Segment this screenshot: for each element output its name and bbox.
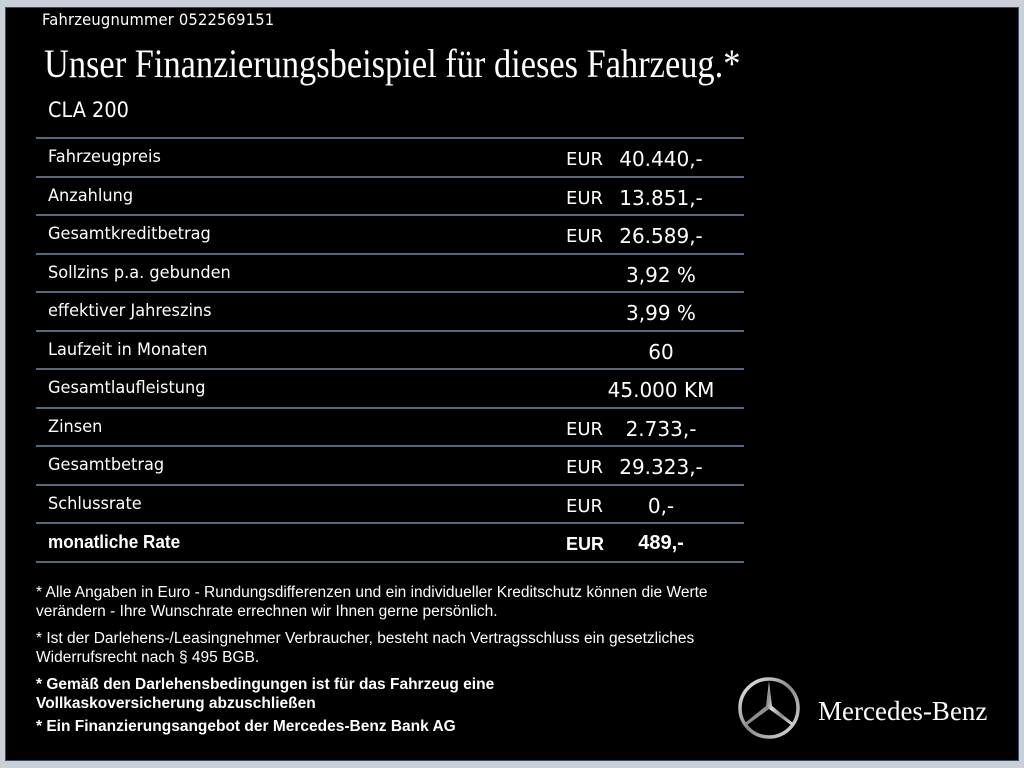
financing-table: Fahrzeugpreis EUR 40.440,- Anzahlung EUR 13.… bbox=[36, 137, 744, 563]
row-value: 2.733,- bbox=[625, 416, 697, 441]
row-currency: EUR bbox=[566, 418, 604, 440]
table-row: effektiver Jahreszins 3,99 % bbox=[36, 291, 744, 330]
table-row: Anzahlung EUR 13.851,- bbox=[36, 175, 744, 215]
row-value: 40.440,- bbox=[619, 147, 703, 171]
row-label: Schlussrate bbox=[48, 493, 142, 514]
row-value: 489,- bbox=[638, 532, 684, 554]
row-label: Zinsen bbox=[48, 416, 103, 437]
financing-panel bbox=[5, 7, 1019, 761]
row-value: 26.589,- bbox=[619, 224, 703, 248]
mercedes-star-logo bbox=[738, 677, 800, 739]
row-label: effektiver Jahreszins bbox=[48, 301, 212, 321]
row-currency: EUR bbox=[566, 534, 605, 554]
footnote: * Ein Finanzierungsangebot der Mercedes-… bbox=[36, 718, 456, 735]
table-row-monthly-rate: monatliche Rate EUR 489,- bbox=[36, 522, 744, 563]
row-value: 3,92 % bbox=[626, 262, 696, 287]
table-row: Schlussrate EUR 0,- bbox=[36, 483, 744, 523]
row-value: 45.000 KM bbox=[607, 378, 715, 402]
row-currency: EUR bbox=[566, 457, 604, 478]
row-value: 13.851,- bbox=[619, 185, 703, 210]
footnote: * Alle Angaben in Euro - Rundungsdiffere… bbox=[36, 584, 708, 620]
footnote: * Gemäß den Darlehensbedingungen ist für… bbox=[36, 676, 495, 712]
row-label: Gesamtkreditbetrag bbox=[48, 224, 211, 244]
row-label: Gesamtbetrag bbox=[48, 455, 165, 475]
table-row: Gesamtlaufleistung 45.000 KM bbox=[36, 368, 744, 407]
row-value: 3,99 % bbox=[626, 301, 696, 325]
row-label: Sollzins p.a. gebunden bbox=[48, 262, 231, 283]
row-value: 0,- bbox=[647, 493, 675, 518]
row-value: 60 bbox=[648, 339, 674, 364]
footnotes: * Alle Angaben in Euro - Rundungsdiffere… bbox=[36, 583, 756, 740]
row-value: 29.323,- bbox=[619, 455, 703, 479]
row-currency: EUR bbox=[566, 495, 604, 517]
table-row: Gesamtkreditbetrag EUR 26.589,- bbox=[36, 214, 744, 253]
table-row: Zinsen EUR 2.733,- bbox=[36, 406, 744, 446]
table-row: Fahrzeugpreis EUR 40.440,- bbox=[36, 137, 744, 176]
brand-wordmark: Mercedes-Benz bbox=[818, 696, 988, 726]
row-currency: EUR bbox=[566, 187, 604, 209]
table-row: Sollzins p.a. gebunden 3,92 % bbox=[36, 252, 744, 292]
footnote: * Ist der Darlehens-/Leasingnehmer Verbr… bbox=[36, 630, 695, 666]
table-row: Gesamtbetrag EUR 29.323,- bbox=[36, 445, 744, 484]
row-label: monatliche Rate bbox=[48, 532, 181, 552]
page-title: Unser Finanzierungsbeispiel für dieses F… bbox=[44, 41, 741, 86]
table-row: Laufzeit in Monaten 60 bbox=[36, 329, 744, 369]
row-label: Gesamtlaufleistung bbox=[48, 378, 206, 398]
model-name: CLA 200 bbox=[48, 98, 129, 122]
row-label: Fahrzeugpreis bbox=[48, 147, 161, 167]
row-currency: EUR bbox=[566, 226, 604, 247]
row-label: Laufzeit in Monaten bbox=[48, 339, 208, 360]
vehicle-number: Fahrzeugnummer 0522569151 bbox=[42, 10, 275, 29]
row-currency: EUR bbox=[566, 149, 604, 170]
row-label: Anzahlung bbox=[48, 185, 134, 206]
